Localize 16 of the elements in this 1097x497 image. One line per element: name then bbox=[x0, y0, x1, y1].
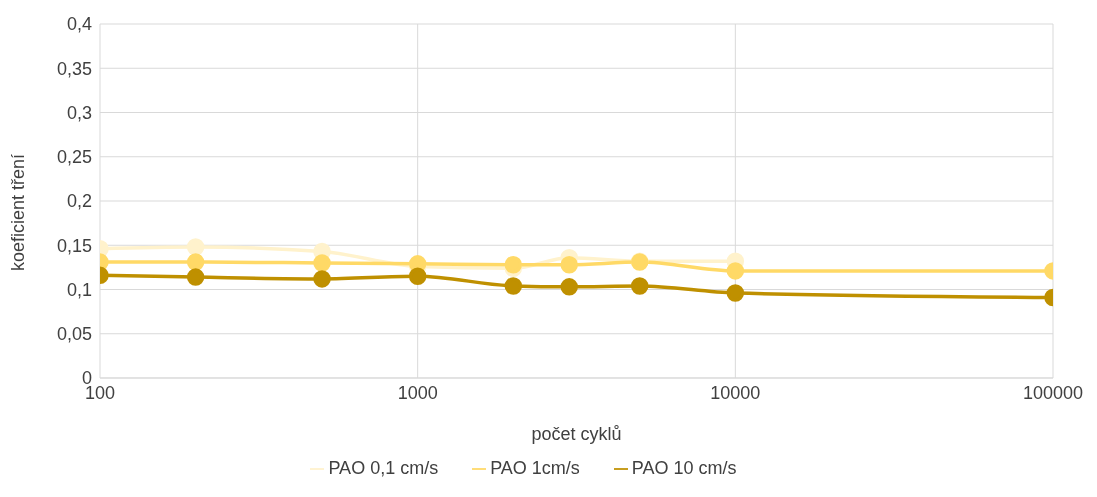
x-tick-label: 1000 bbox=[397, 382, 438, 403]
y-tick-label: 0,3 bbox=[66, 102, 92, 123]
y-tick-label: 0,1 bbox=[66, 279, 92, 300]
legend-label: PAO 10 cm/s bbox=[631, 458, 737, 478]
legend-label: PAO 0,1 cm/s bbox=[328, 458, 439, 478]
y-tick-label: 0,05 bbox=[56, 324, 92, 345]
x-tick-label: 100000 bbox=[1022, 382, 1084, 403]
y-axis-title: koeficient tření bbox=[8, 153, 29, 271]
y-tick-label: 0,25 bbox=[56, 147, 92, 168]
x-axis-title: počet cyklů bbox=[531, 424, 622, 444]
y-tick-label: 0,15 bbox=[56, 235, 92, 256]
y-tick-label: 0,4 bbox=[66, 14, 92, 35]
y-tick-label: 0,35 bbox=[56, 58, 92, 79]
y-tick-label: 0,2 bbox=[66, 191, 92, 212]
legend-label: PAO 1cm/s bbox=[490, 458, 580, 478]
x-tick-label: 10000 bbox=[710, 382, 761, 403]
